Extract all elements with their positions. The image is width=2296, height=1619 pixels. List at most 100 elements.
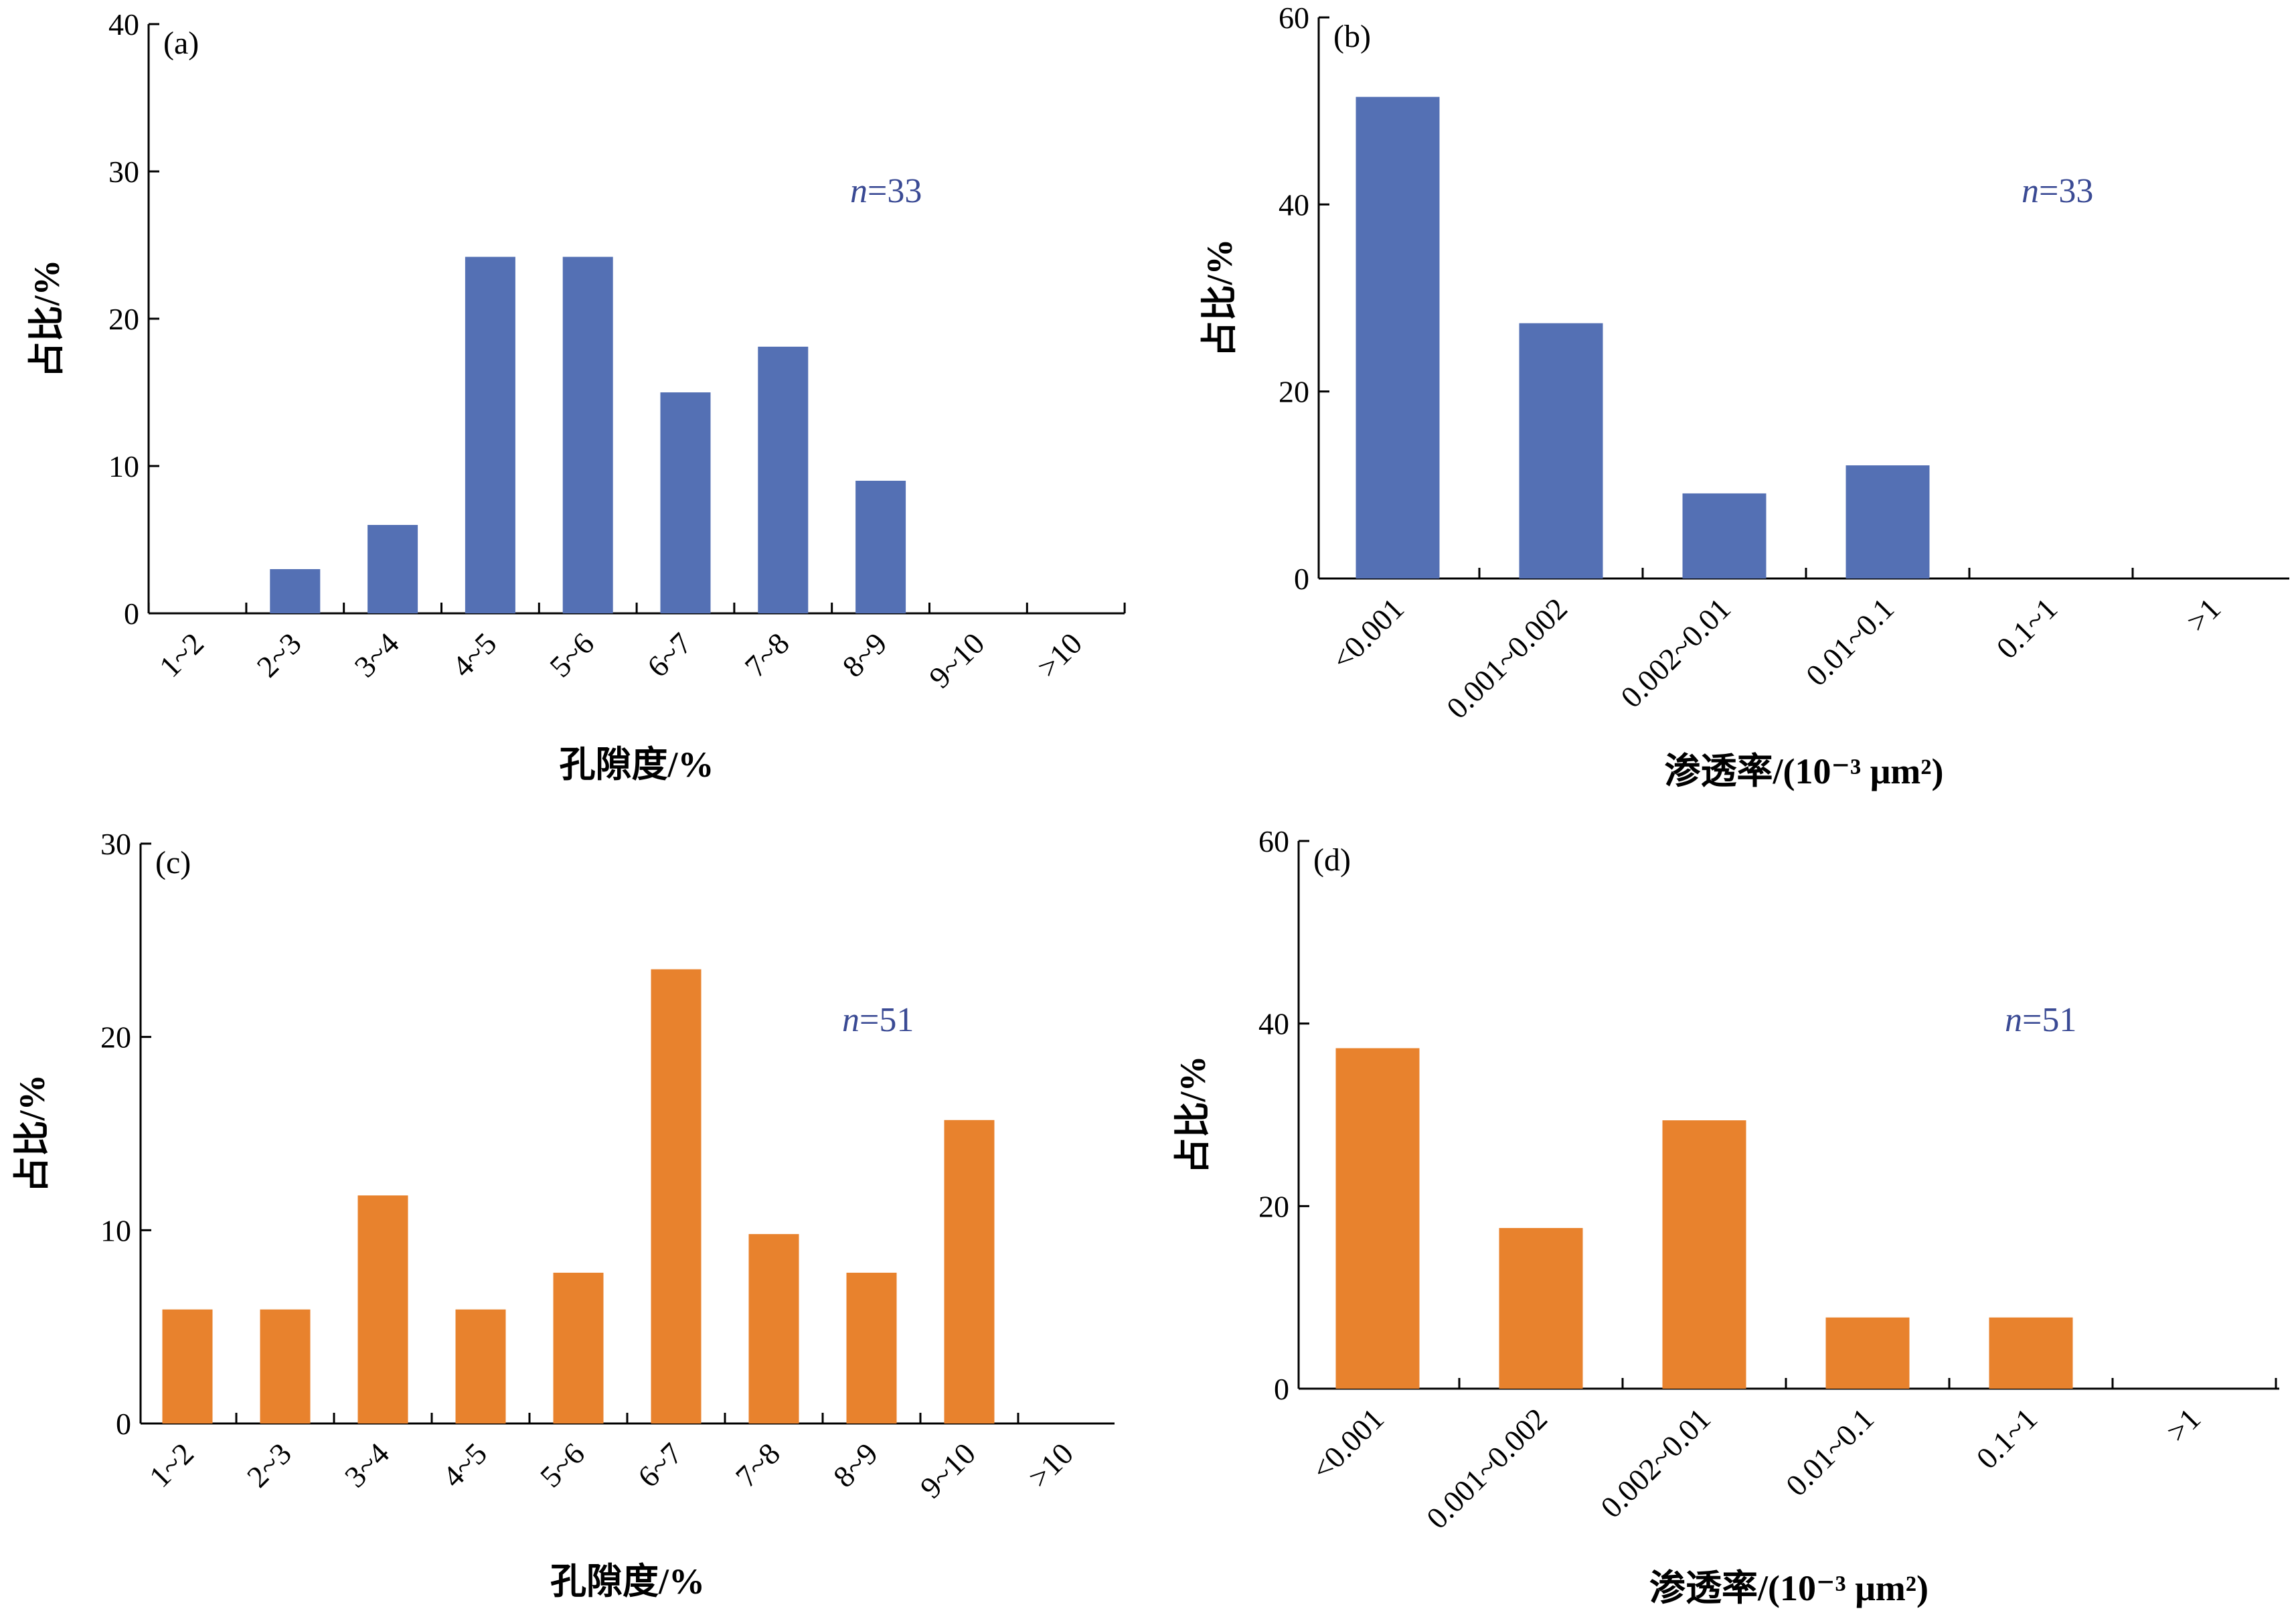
x-tick-label: 2~3	[250, 626, 308, 684]
bar	[357, 1195, 408, 1423]
y-axis-title: 占比/%	[12, 1074, 52, 1192]
y-axis-title: 占比/%	[1200, 238, 1240, 357]
x-tick-label: 0.002~0.01	[1594, 1401, 1717, 1525]
chart-panel-c: 0 10 20 30 1~2 2~3 3~4 4~5 5~6 6~7 7~8 8~9 9~10 >10 (c…	[12, 827, 1115, 1602]
x-tick-label: 5~6	[543, 626, 600, 684]
y-tick-label: 10	[100, 1213, 131, 1247]
y-tick-label: 10	[108, 449, 139, 483]
sample-count-label: n=33	[850, 172, 922, 210]
bar	[1356, 96, 1440, 579]
bar	[1682, 493, 1767, 579]
bar	[758, 346, 809, 613]
y-tick-label: 30	[100, 827, 131, 861]
x-axis-title: 渗透率/(10⁻³ μm²)	[1649, 1568, 1929, 1608]
sample-count-value: =33	[2039, 172, 2093, 210]
panel-label: (b)	[1333, 19, 1371, 54]
y-axis-title: 占比/%	[1173, 1055, 1213, 1174]
panel-label: (c)	[155, 845, 191, 880]
sample-count-label: n=51	[842, 1001, 914, 1039]
x-tick-label: 5~6	[534, 1436, 591, 1494]
bar	[562, 256, 613, 614]
x-tick-label: 2~3	[240, 1436, 298, 1494]
x-tick-label: 9~10	[922, 626, 991, 694]
x-tick-label: 1~2	[143, 1436, 200, 1494]
bar	[660, 392, 711, 613]
x-tick-label: 6~7	[641, 626, 698, 684]
x-tick-label: 8~9	[827, 1436, 884, 1494]
x-tick-label: 0.1~1	[1969, 1401, 2044, 1476]
sample-count-label: n=33	[2022, 172, 2093, 210]
x-tick-label: 4~5	[436, 1436, 493, 1494]
bar	[748, 1234, 799, 1423]
y-tick-label: 30	[108, 155, 139, 189]
y-tick-label: 40	[1258, 1007, 1289, 1041]
sample-count-symbol: n	[850, 172, 868, 210]
y-axis-title: 占比/%	[27, 259, 67, 378]
chart-panel-d: 0 20 40 60 <0.001 0.001~0.002 0.002~0.01 0.01~0…	[1173, 824, 2279, 1608]
sample-count-value: =51	[859, 1001, 914, 1039]
bar	[270, 569, 321, 613]
y-tick-label: 20	[1279, 375, 1309, 409]
bar	[1662, 1120, 1746, 1389]
bar	[944, 1120, 995, 1423]
y-tick-label: 0	[124, 597, 139, 631]
x-tick-label: 9~10	[914, 1436, 982, 1505]
x-tick-label: 7~8	[729, 1436, 787, 1494]
panel-label: (d)	[1313, 842, 1351, 878]
bar	[260, 1309, 311, 1423]
x-tick-label: 0.01~0.1	[1779, 1401, 1880, 1502]
x-axis-title: 孔隙度/%	[559, 745, 714, 785]
y-tick-label: 20	[1258, 1189, 1289, 1223]
x-tick-label: 0.001~0.002	[1420, 1401, 1554, 1535]
x-tick-label: <0.001	[1325, 591, 1410, 677]
sample-count-value: =51	[2022, 1001, 2076, 1039]
y-tick-label: 0	[1294, 562, 1309, 596]
y-tick-label: 60	[1258, 824, 1289, 858]
bar	[1335, 1048, 1420, 1389]
bar	[367, 525, 418, 613]
x-axis-title: 孔隙度/%	[550, 1561, 705, 1602]
x-tick-label: 7~8	[738, 626, 796, 684]
bar	[651, 969, 702, 1423]
y-tick-label: 60	[1279, 1, 1309, 35]
y-tick-label: 20	[100, 1020, 131, 1055]
x-tick-label: >1	[2159, 1401, 2207, 1449]
x-tick-label: 0.01~0.1	[1799, 591, 1900, 692]
sample-count-label: n=51	[2005, 1001, 2076, 1039]
x-tick-label: 0.1~1	[1989, 591, 2064, 666]
x-tick-label: >10	[1021, 1436, 1080, 1494]
bar	[465, 256, 515, 614]
bar	[846, 1272, 897, 1423]
bar	[1846, 465, 1930, 579]
x-tick-label: 3~4	[347, 626, 405, 684]
bar	[553, 1272, 604, 1423]
x-tick-label: 8~9	[835, 626, 893, 684]
bar	[855, 481, 906, 613]
y-tick-label: 20	[108, 302, 139, 336]
sample-count-symbol: n	[842, 1001, 859, 1039]
bar	[162, 1309, 213, 1423]
bar	[455, 1309, 506, 1423]
chart-panel-a: 0 10 20 30 40 1~2 2~3 3~4 4~5 5~6 6~7 7~8 8~9 9~10 >10…	[27, 7, 1126, 785]
x-tick-label: 0.002~0.01	[1614, 591, 1737, 714]
x-tick-label: 4~5	[445, 626, 503, 684]
y-tick-label: 0	[116, 1407, 131, 1441]
x-tick-label: >1	[2180, 591, 2227, 639]
bar	[1499, 1228, 1583, 1389]
sample-count-value: =33	[868, 172, 922, 210]
bar	[1519, 323, 1603, 579]
x-tick-label: >10	[1030, 626, 1088, 684]
chart-panel-b: 0 20 40 60 <0.001 0.001~0.002 0.002~0.01 0.01~0…	[1200, 1, 2289, 791]
bar	[1989, 1317, 2073, 1389]
x-tick-label: 6~7	[631, 1436, 689, 1494]
y-tick-label: 40	[1279, 187, 1309, 222]
panel-label: (a)	[163, 25, 199, 61]
bar	[1825, 1317, 1910, 1389]
x-tick-label: 3~4	[338, 1436, 396, 1494]
sample-count-symbol: n	[2022, 172, 2039, 210]
x-tick-label: 0.001~0.002	[1440, 591, 1574, 725]
x-axis-title: 渗透率/(10⁻³ μm²)	[1665, 751, 1944, 791]
y-tick-label: 0	[1274, 1372, 1289, 1406]
x-tick-label: <0.001	[1305, 1401, 1390, 1487]
